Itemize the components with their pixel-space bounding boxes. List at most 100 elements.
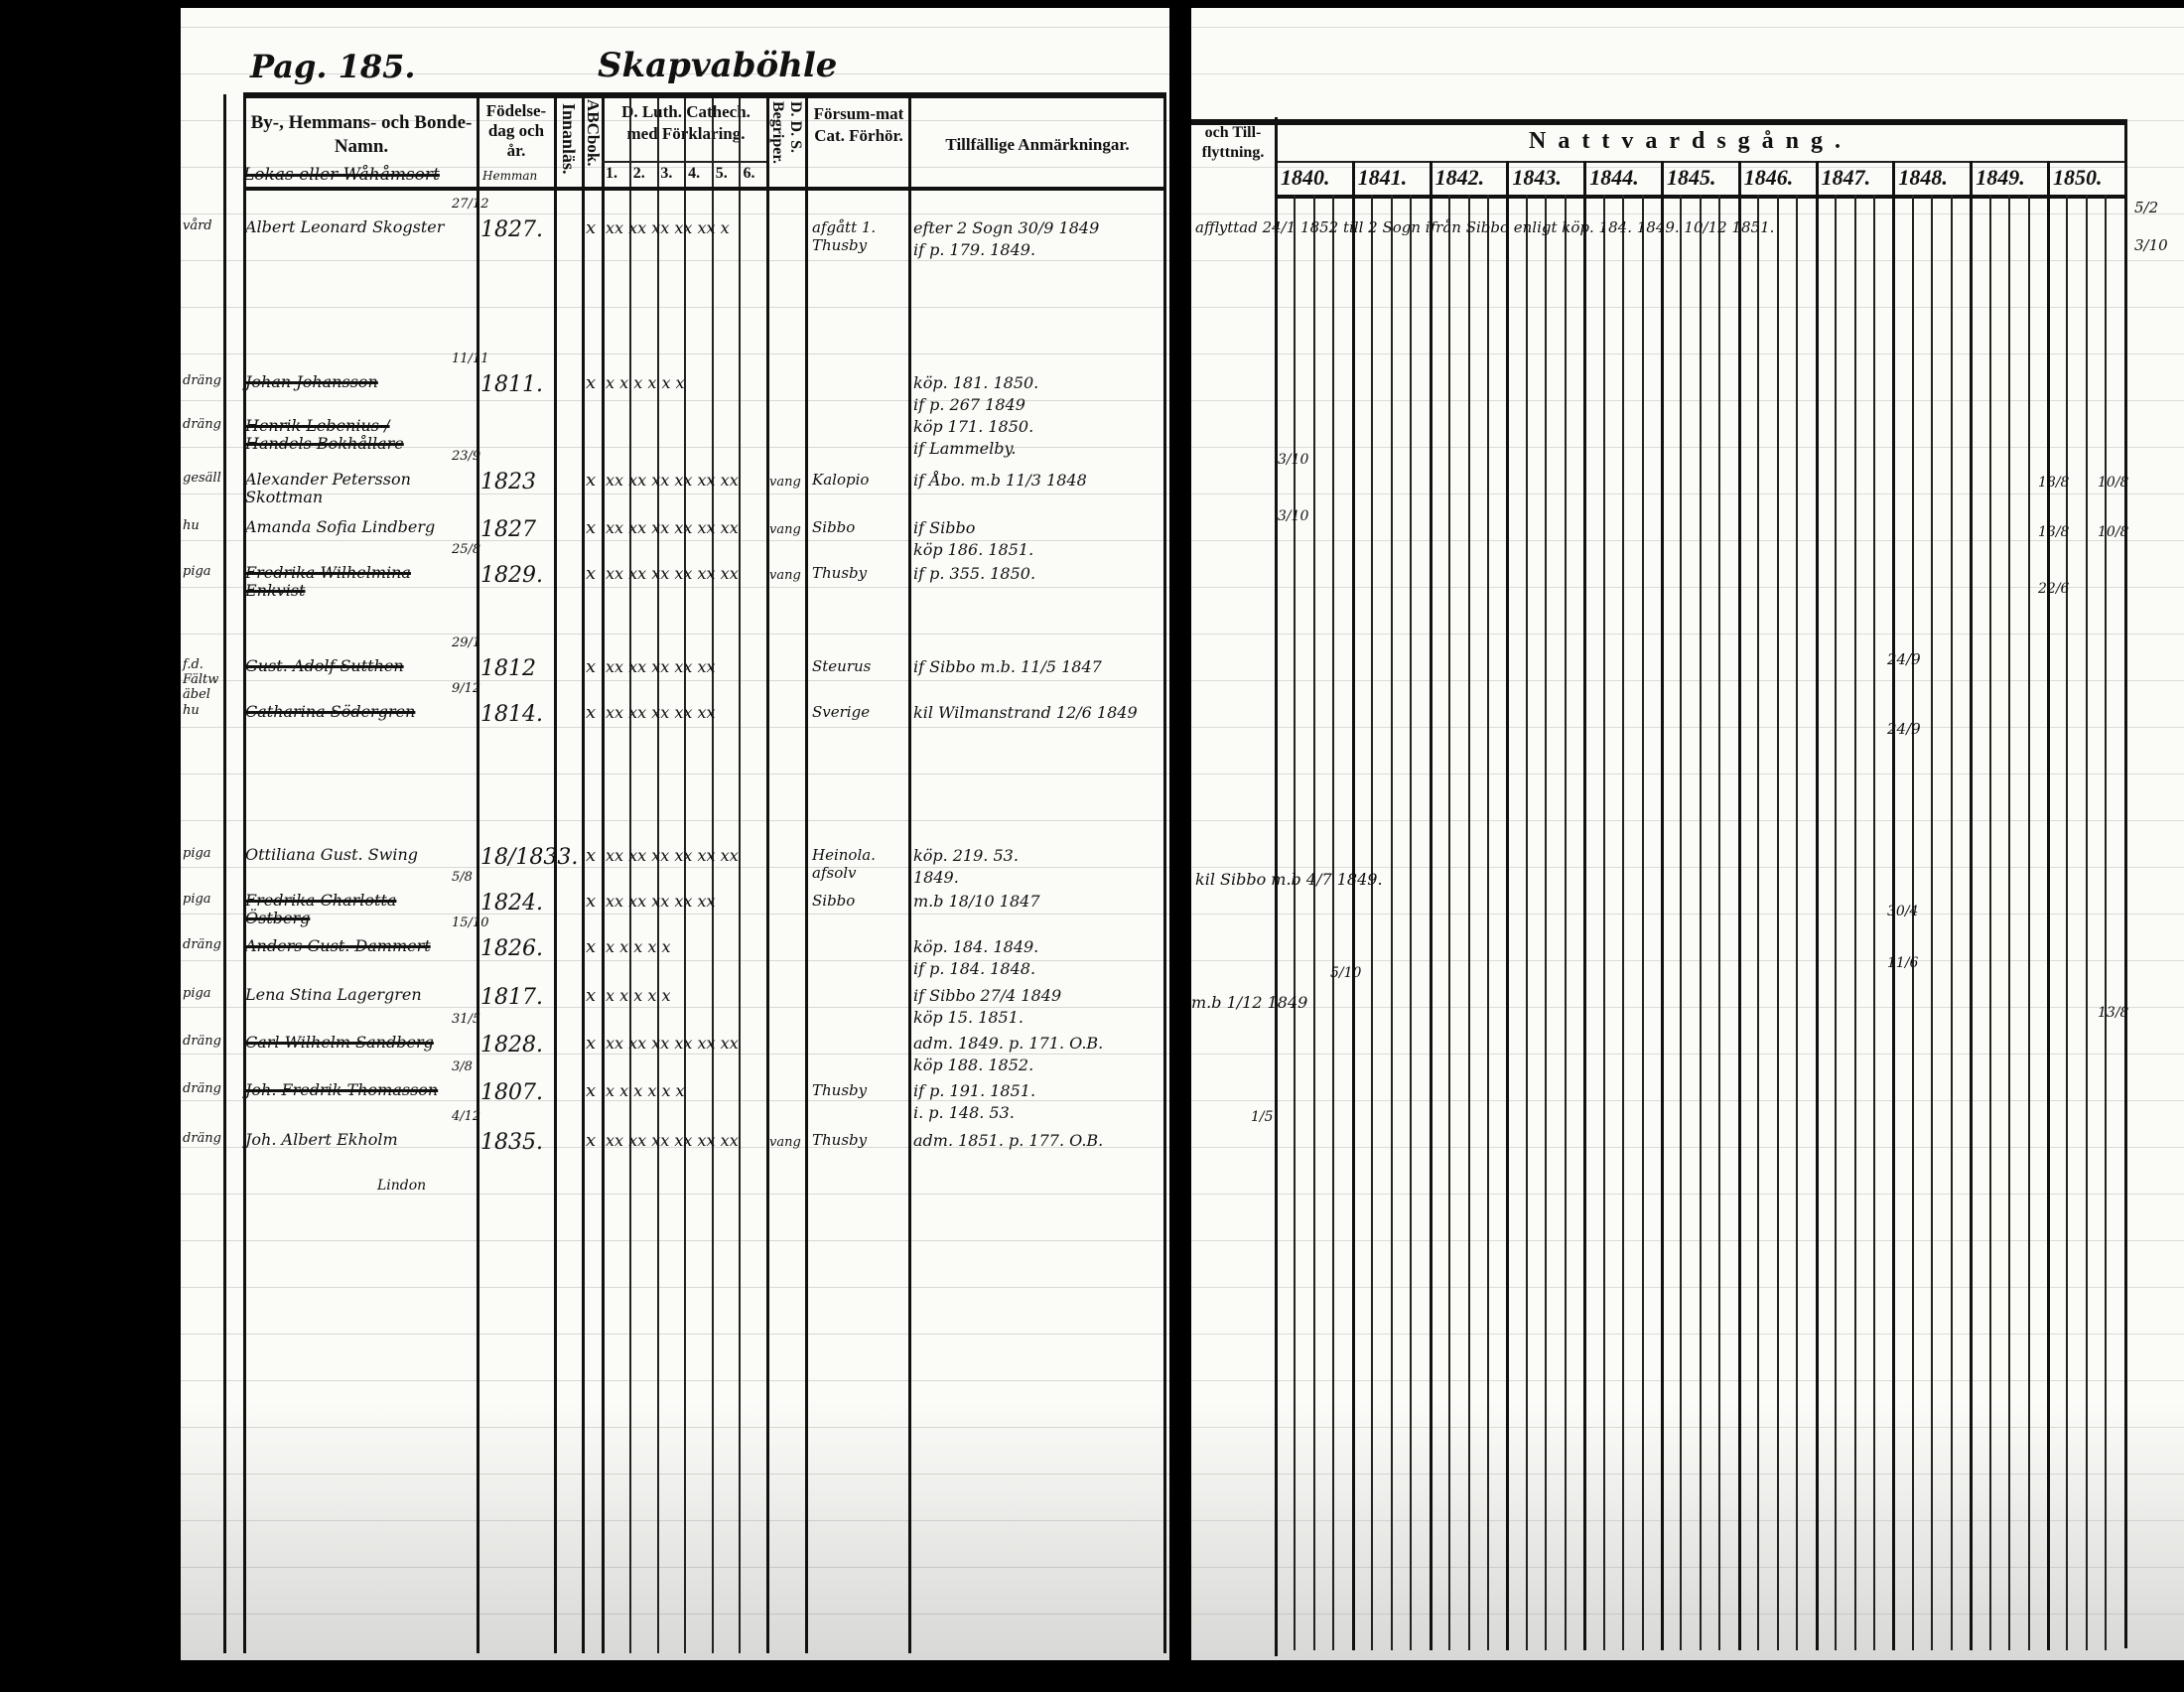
row-name: Johan Johansson [245,372,378,391]
row-birth-date: 4/12 [452,1109,481,1124]
row-role: dräng [183,937,221,952]
row-abc-mark: x [586,656,597,677]
communion-subcolumn-rule [1525,195,1528,1650]
communion-note: 3/10 [1278,452,1309,468]
header-birth-subtitle: Hemman [482,169,538,183]
row-remark: if p. 355. 1850. [913,564,1036,583]
row-remark: köp 186. 1851. [913,540,1034,559]
row-forsummat: Steurus [812,657,872,675]
row-forsummat: Sibbo [812,518,856,536]
communion-note: 3/10 [2134,236,2168,254]
communion-note: 30/4 [1887,904,1919,919]
row-name: Anders Gust. Dammert [245,936,431,955]
row-remark: if Sibbo m.b. 11/5 1847 [913,657,1102,676]
year-column-rule [1506,161,1510,1650]
year-label: 1847. [1821,165,1871,190]
communion-note: 1/5 [1251,1109,1274,1125]
row-name: Lena Stina Lagergren [245,985,422,1004]
communion-subcolumn-rule [1718,195,1721,1650]
communion-subcolumn-rule [2008,195,2011,1650]
row-remark: if p. 179. 1849. [913,240,1036,259]
communion-subcolumn-rule [1931,195,1934,1650]
communion-subcolumn-rule [1390,195,1393,1650]
row-remark: if Sibbo 27/4 1849 [913,986,1062,1005]
column-rule [629,94,631,1653]
row-remark: kil Wilmanstrand 12/6 1849 [913,703,1138,722]
row-catechism-marks: xx xx xx xx xx [606,703,716,722]
row-birth-date: 29/1 [452,635,481,650]
row-role: dräng [183,1131,221,1146]
row-birth-year: 1814. [480,702,543,727]
row-name: Joh. Fredrik Thomasson [245,1080,439,1099]
row-abc-mark: x [586,517,597,538]
row-forsummat: Sibbo [812,892,856,910]
row-name: Amanda Sofia Lindberg [245,517,436,536]
row-birth-year: 1811. [480,372,543,397]
row-role: hu [183,518,200,533]
communion-note: 24/9 [1887,720,1921,738]
year-column-rule [1429,161,1433,1650]
year-column-rule [1737,161,1741,1650]
communion-note: 5/2 [2134,199,2159,216]
catechism-part-label: 2. [632,165,645,182]
page-shading [181,1402,1169,1660]
row-remark: köp 188. 1852. [913,1056,1034,1074]
row-birth-year: 1829. [480,563,543,588]
year-label: 1841. [1357,165,1408,190]
row-remark: köp. 219. 53. [913,846,1019,865]
year-label: 1843. [1512,165,1562,190]
row-catechism-marks: x x x x x x [606,373,685,392]
year-column-rule [1583,161,1587,1650]
row-catechism-marks: xx xx xx xx xx xx [606,846,739,865]
year-column-rule [1970,161,1974,1650]
year-column-rule [1275,161,1278,1650]
catechism-part-label: 6. [743,165,755,182]
header-bottom-rule [243,187,1166,191]
row-role: piga [183,564,211,579]
communion-note: afflyttad 24/1 1852 till 2 Sogn ifrån Si… [1195,218,1775,236]
row-forsummat: Thusby [812,1081,868,1099]
communion-subcolumn-rule [1776,195,1779,1650]
catechism-part-label: 1. [606,165,617,182]
row-role: piga [183,892,211,907]
row-catechism-marks: xx xx xx xx xx [606,657,716,676]
communion-subcolumn-rule [1680,195,1683,1650]
communion-subcolumn-rule [1448,195,1451,1650]
row-role: piga [183,846,211,861]
row-role: hu [183,703,200,718]
row-role: dräng [183,373,221,388]
communion-note: 18/8 [2038,475,2070,491]
row-catechism-marks: x x x x x [606,937,671,956]
row-forsummat: afgått 1. Thusby [812,218,877,254]
row-abc-mark: x [586,217,597,238]
row-role: dräng [183,1034,221,1049]
year-column-rule [2047,161,2050,1650]
column-rule [477,94,479,1653]
communion-note: 3/10 [1278,508,1309,524]
communion-subcolumn-rule [1872,195,1875,1650]
header-abcbok: ABCbok. [584,99,603,167]
row-abc-mark: x [586,1080,597,1101]
row-birth-date: 11/11 [452,352,489,366]
row-birth-date: 3/8 [452,1059,473,1074]
header-innanlas: Innanläs. [559,103,579,175]
catechism-part-label: 4. [688,165,701,182]
communion-note: 22/6 [2038,581,2070,597]
column-rule [582,94,585,1653]
row-name: Ottiliana Gust. Swing [245,845,419,864]
column-rule [805,94,808,1653]
year-column-rule [1661,161,1664,1650]
row-remark: if Lammelby. [913,439,1017,458]
row-abc-mark: x [586,1130,597,1151]
row-catechism-marks: xx xx xx xx xx [606,892,716,911]
row-remark: if p. 191. 1851. [913,1081,1036,1100]
row-catechism-marks: x x x x x x [606,1081,685,1100]
column-rule [1163,94,1166,1653]
communion-note: 10/8 [2098,524,2129,540]
row-abc-mark: x [586,470,597,491]
communion-subcolumn-rule [1835,195,1838,1650]
row-catechism-marks: xx xx xx xx xx x [606,218,730,237]
village-title: Skapvaböhle [598,46,838,85]
communion-subcolumn-rule [1486,195,1489,1650]
year-label: 1842. [1434,165,1485,190]
